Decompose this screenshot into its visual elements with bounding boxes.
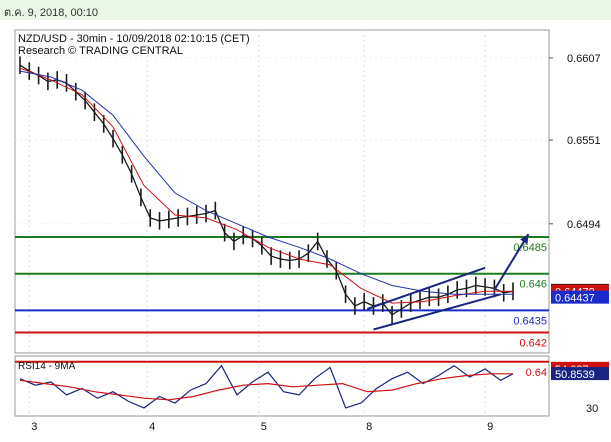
- grid-layer: [15, 30, 549, 416]
- x-tick-label: 4: [149, 421, 155, 433]
- axis-layer: 345890.66070.65510.6494300.644830.644780…: [31, 53, 609, 433]
- rsi-badge: [551, 367, 609, 381]
- rsi-title: RSI14 - 9MA: [18, 361, 76, 372]
- y-tick-label: 0.6551: [567, 135, 601, 147]
- y-tick-label: 0.6494: [567, 219, 601, 231]
- rsi-series-rsi14: [19, 364, 514, 409]
- price-badge-label: 0.64437: [555, 293, 595, 305]
- rsi-layer: [19, 364, 514, 409]
- projection-arrow-shaft: [493, 233, 530, 291]
- projection-arrow-head: [520, 234, 529, 245]
- rsi-series-9ma: [19, 373, 513, 401]
- chart-header-bar: ต.ค. 9, 2018, 00:10: [0, 0, 611, 20]
- x-tick-label: 8: [366, 421, 372, 433]
- channel-lower-line: [373, 293, 501, 331]
- rsi-y-tick-label: 30: [586, 403, 598, 415]
- series-moving-average-fast: [19, 67, 513, 304]
- x-tick-label: 9: [487, 421, 493, 433]
- level-label: 0.6435: [513, 315, 547, 327]
- y-tick-label: 0.6607: [567, 53, 601, 65]
- x-tick-label: 5: [261, 421, 267, 433]
- rsi-badge-label: 50.8539: [555, 369, 595, 381]
- level-label: 0.64: [526, 367, 547, 379]
- chart-subtitle: Research © TRADING CENTRAL: [18, 45, 183, 57]
- level-label: 0.646: [519, 279, 547, 291]
- channel-upper-line: [366, 266, 486, 310]
- chart-title: NZD/USD - 30min - 10/09/2018 02:10:15 (C…: [18, 33, 250, 45]
- series-moving-average-slow: [19, 70, 513, 295]
- x-tick-label: 3: [31, 421, 37, 433]
- series-price: [19, 64, 514, 316]
- series-layer: [19, 56, 530, 331]
- main-panel-frame: [14, 29, 550, 354]
- level-label: 0.642: [519, 337, 547, 349]
- header-datetime: ต.ค. 9, 2018, 00:10: [4, 7, 99, 19]
- price-badge: [551, 290, 609, 304]
